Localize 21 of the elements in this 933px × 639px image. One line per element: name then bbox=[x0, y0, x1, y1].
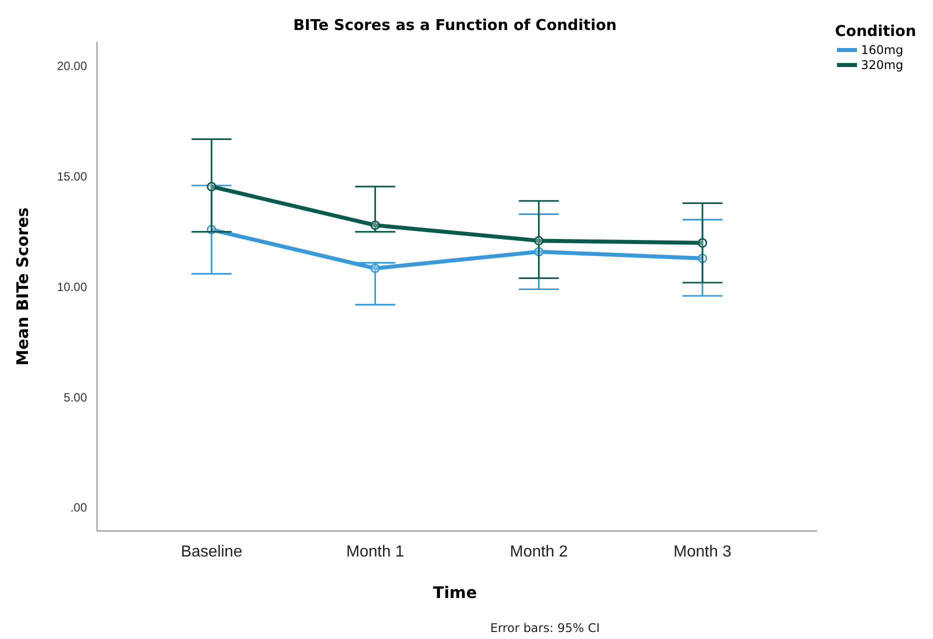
point bbox=[370, 220, 380, 230]
x-tick-label: Month 2 bbox=[510, 543, 568, 560]
chart-title: BITe Scores as a Function of Condition bbox=[293, 16, 617, 34]
y-tick-label: .00 bbox=[70, 500, 88, 515]
point bbox=[206, 182, 216, 192]
point bbox=[534, 236, 544, 246]
y-tick-label: 5.00 bbox=[64, 390, 88, 404]
legend-label: 160mg bbox=[861, 43, 904, 57]
legend-title: Condition bbox=[835, 22, 916, 40]
text: Error bars: 95% CI bbox=[490, 621, 600, 635]
x-tick-label: Baseline bbox=[180, 543, 242, 560]
legend-label: 320mg bbox=[861, 58, 904, 72]
x-tick-label: Month 3 bbox=[674, 543, 732, 560]
point bbox=[370, 264, 380, 274]
y-axis-title: Mean BITe Scores bbox=[13, 207, 32, 366]
y-tick-label: 20.00 bbox=[56, 59, 88, 74]
y-tick-label: 10.00 bbox=[56, 280, 88, 294]
point bbox=[698, 238, 708, 248]
x-axis-title: Time bbox=[433, 583, 478, 602]
y-tick-label: 15.00 bbox=[56, 170, 88, 184]
x-tick-label: Month 1 bbox=[346, 543, 404, 560]
